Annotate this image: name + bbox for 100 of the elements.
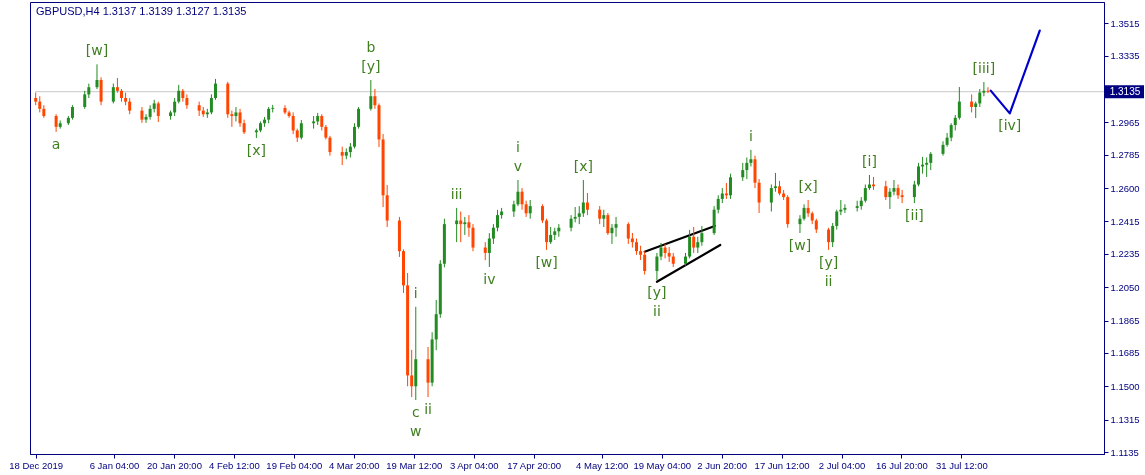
annotation: w bbox=[410, 422, 422, 439]
candlestick bbox=[728, 173, 732, 200]
candlestick bbox=[614, 216, 618, 238]
annotation: [ii] bbox=[905, 207, 924, 224]
candlestick bbox=[655, 252, 659, 281]
candlestick bbox=[426, 346, 430, 398]
candlestick bbox=[884, 180, 888, 201]
x-tick-label: 19 Mar 12:00 bbox=[386, 459, 443, 471]
x-tick-label: 3 Apr 04:00 bbox=[449, 459, 499, 471]
x-tick-label: 17 Jun 12:00 bbox=[754, 459, 810, 471]
candlestick bbox=[230, 110, 234, 128]
x-tick-label: 17 Apr 20:00 bbox=[507, 459, 562, 471]
annotation: b bbox=[366, 39, 376, 56]
candlestick bbox=[340, 146, 344, 166]
annotation: [iii] bbox=[972, 59, 996, 76]
y-tick-label: 1.2785 bbox=[1110, 149, 1140, 161]
y-tick-label: 1.1685 bbox=[1110, 347, 1140, 359]
candlestick bbox=[99, 76, 103, 106]
candlestick bbox=[949, 122, 953, 142]
annotation: a bbox=[51, 135, 61, 152]
annotation: ii bbox=[653, 302, 661, 319]
candlestick bbox=[483, 241, 487, 261]
x-tick-label: 20 Jan 20:00 bbox=[146, 459, 202, 471]
candlestick bbox=[528, 199, 532, 220]
candlestick bbox=[585, 192, 589, 216]
candlestick bbox=[700, 225, 704, 247]
candlestick bbox=[716, 194, 720, 214]
candlestick bbox=[749, 149, 753, 167]
annotation: ii bbox=[824, 272, 833, 289]
y-tick-label: 1.1135 bbox=[1110, 446, 1139, 458]
candlestick bbox=[769, 183, 773, 213]
candlestick bbox=[156, 101, 160, 123]
annotation: [y] bbox=[647, 283, 667, 300]
candlestick bbox=[42, 104, 46, 119]
x-tick-label: 18 Dec 2019 bbox=[9, 459, 64, 471]
candlestick bbox=[545, 218, 549, 251]
annotation: [w] bbox=[85, 42, 109, 59]
x-tick-label: 2 Jul 04:00 bbox=[818, 459, 866, 471]
candlestick bbox=[888, 187, 892, 210]
candlestick bbox=[598, 205, 602, 225]
y-tick-label: 1.2050 bbox=[1110, 281, 1140, 293]
candlestick bbox=[659, 242, 663, 261]
candlestick bbox=[978, 88, 982, 108]
annotation: [x] bbox=[246, 142, 266, 159]
candlestick bbox=[692, 226, 696, 254]
annotation: i bbox=[748, 127, 753, 144]
x-tick-label: 6 Jan 04:00 bbox=[89, 459, 140, 471]
x-tick-label: 31 Jul 12:00 bbox=[936, 459, 988, 471]
candlestick bbox=[916, 162, 920, 187]
candlestick bbox=[745, 156, 749, 180]
candlestick bbox=[209, 93, 213, 115]
candlestick bbox=[929, 151, 933, 171]
candlestick bbox=[95, 63, 99, 90]
candlestick bbox=[831, 222, 835, 248]
candlestick bbox=[496, 209, 500, 232]
y-tick-label: 1.2965 bbox=[1110, 116, 1140, 128]
candlestick bbox=[540, 203, 544, 224]
candlestick bbox=[741, 162, 745, 182]
annotation: [y] bbox=[818, 253, 839, 270]
annotation: [x] bbox=[573, 157, 593, 174]
annotation: ii bbox=[424, 401, 432, 418]
candlestick bbox=[663, 243, 667, 259]
annotation: [iv] bbox=[998, 117, 1022, 134]
annotation: [w] bbox=[535, 253, 558, 270]
candlestick bbox=[491, 223, 495, 245]
candlestick bbox=[957, 86, 961, 121]
annotation: c bbox=[411, 403, 420, 420]
candlestick bbox=[827, 227, 831, 251]
candlestick bbox=[214, 78, 218, 101]
candlestick bbox=[643, 250, 647, 276]
y-tick-label: 1.1315 bbox=[1110, 414, 1140, 426]
candlestick bbox=[357, 106, 361, 130]
candlestick bbox=[111, 83, 115, 104]
candlestick bbox=[234, 106, 238, 122]
candlestick bbox=[843, 203, 847, 214]
y-tick-label: 1.2235 bbox=[1110, 248, 1140, 260]
annotation: [i] bbox=[862, 152, 877, 169]
candlestick bbox=[299, 119, 303, 140]
annotation: i bbox=[516, 138, 520, 155]
annotation: iii bbox=[450, 185, 463, 202]
candlestick bbox=[177, 84, 181, 104]
annotation: [w] bbox=[788, 236, 812, 253]
x-tick-label: 19 Feb 04:00 bbox=[266, 459, 323, 471]
ref-line-label: 1.3135 bbox=[1109, 85, 1141, 97]
candlestick bbox=[148, 104, 152, 121]
annotation: [x] bbox=[798, 177, 818, 194]
candlestick bbox=[798, 214, 802, 234]
annotation: iv bbox=[483, 271, 496, 287]
candlestick bbox=[369, 79, 373, 112]
candlestick bbox=[626, 221, 630, 245]
y-tick-label: 1.3515 bbox=[1110, 17, 1140, 29]
candlestick bbox=[173, 97, 177, 117]
candlestick bbox=[925, 156, 929, 178]
x-tick-label: 16 Jul 20:00 bbox=[876, 459, 928, 471]
chart-title: GBPUSD,H4 1.3137 1.3139 1.3127 1.3135 bbox=[36, 5, 247, 17]
candlestick bbox=[410, 349, 414, 398]
candlestick bbox=[896, 183, 900, 200]
candlestick bbox=[606, 212, 610, 236]
candlestick bbox=[185, 93, 189, 110]
x-tick-label: 4 Feb 12:00 bbox=[209, 459, 260, 471]
